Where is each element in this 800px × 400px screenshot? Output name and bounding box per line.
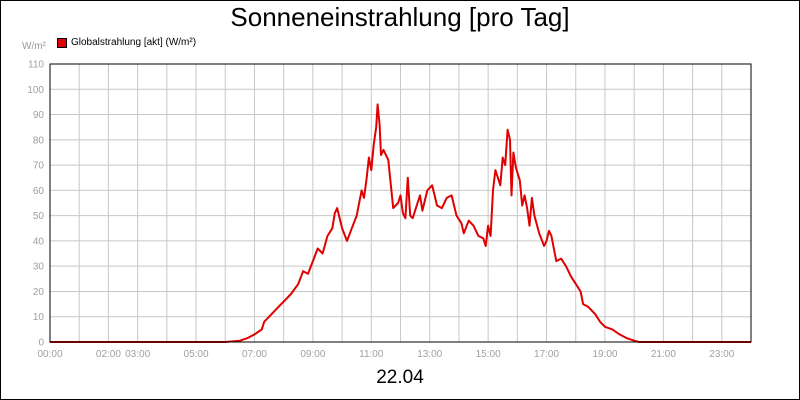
x-tick-label: 17:00 [534, 349, 559, 360]
y-tick-label: 20 [33, 287, 45, 298]
y-tick-label: 80 [33, 135, 45, 146]
y-tick-label: 110 [28, 60, 44, 71]
legend: Globalstrahlung [akt] (W/m²) [57, 37, 196, 48]
x-tick-label: 19:00 [592, 349, 617, 360]
x-tick-label: 21:00 [651, 349, 676, 360]
x-tick-label: 00:00 [37, 349, 62, 360]
y-tick-label: 100 [27, 85, 44, 96]
legend-label: Globalstrahlung [akt] (W/m²) [71, 37, 197, 48]
y-tick-label: 0 [38, 338, 44, 349]
x-tick-label: 13:00 [417, 349, 442, 360]
x-tick-label: 02:00 [96, 349, 121, 360]
y-tick-label: 30 [33, 262, 45, 273]
y-tick-label: 90 [33, 110, 45, 121]
x-tick-label: 11:00 [359, 349, 384, 360]
plot-border [49, 63, 752, 343]
x-tick-label: 15:00 [476, 349, 501, 360]
y-axis-unit: W/m² [22, 41, 46, 52]
chart-title: Sonneneinstrahlung [pro Tag] [230, 2, 570, 32]
y-tick-label: 70 [33, 161, 45, 172]
legend-swatch [57, 37, 67, 48]
y-tick-label: 10 [33, 312, 45, 323]
y-tick-label: 40 [33, 236, 45, 247]
x-axis-date-label: 22.04 [376, 367, 424, 388]
x-tick-label: 23:00 [709, 349, 734, 360]
x-tick-label: 05:00 [184, 349, 209, 360]
y-tick-label: 60 [33, 186, 45, 197]
series-line [50, 103, 751, 343]
y-tick-label: 50 [33, 211, 45, 222]
x-tick-label: 09:00 [300, 349, 325, 360]
x-tick-label: 07:00 [242, 349, 267, 360]
x-tick-label: 03:00 [125, 349, 150, 360]
